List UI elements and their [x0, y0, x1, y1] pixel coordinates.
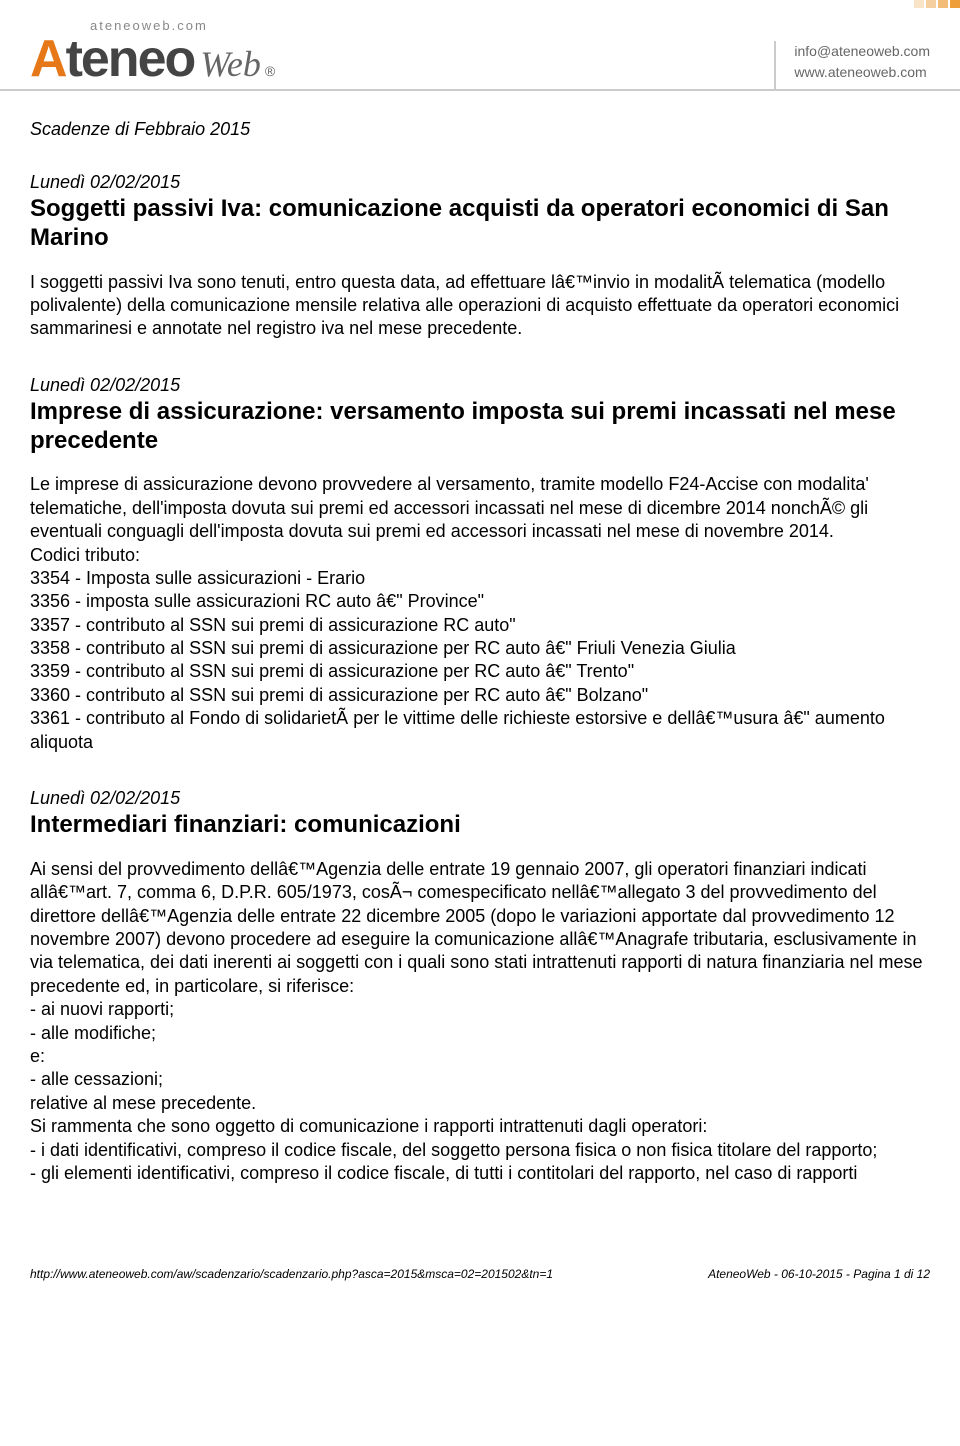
footer-pageinfo: AteneoWeb - 06-10-2015 - Pagina 1 di 12 [708, 1267, 930, 1281]
entry-body: Ai sensi del provvedimento dellâ€™Agenzi… [30, 858, 930, 1185]
entry: Lunedì 02/02/2015 Imprese di assicurazio… [30, 375, 930, 754]
logo-part-web: Web [200, 43, 261, 85]
color-bar [914, 0, 924, 8]
page-footer: http://www.ateneoweb.com/aw/scadenzario/… [0, 1259, 960, 1289]
contact-site: www.ateneoweb.com [794, 62, 930, 83]
decorative-color-bars [0, 0, 960, 8]
entry-title: Soggetti passivi Iva: comunicazione acqu… [30, 195, 930, 253]
contact-box: info@ateneoweb.com www.ateneoweb.com [774, 41, 930, 89]
entry-body: Le imprese di assicurazione devono provv… [30, 473, 930, 754]
entry: Lunedì 02/02/2015 Intermediari finanziar… [30, 788, 930, 1185]
entry: Lunedì 02/02/2015 Soggetti passivi Iva: … [30, 172, 930, 341]
entry-date: Lunedì 02/02/2015 [30, 172, 930, 193]
color-bar [926, 0, 936, 8]
logo-part-teneo: teneo [66, 29, 195, 89]
page-header: ateneoweb.com Ateneo Web ® info@ateneowe… [0, 8, 960, 91]
entry-title: Imprese di assicurazione: versamento imp… [30, 398, 930, 456]
entry-body: I soggetti passivi Iva sono tenuti, entr… [30, 271, 930, 341]
logo-registered-icon: ® [265, 63, 275, 79]
footer-url: http://www.ateneoweb.com/aw/scadenzario/… [30, 1267, 553, 1281]
entry-date: Lunedì 02/02/2015 [30, 375, 930, 396]
page-content: Scadenze di Febbraio 2015 Lunedì 02/02/2… [0, 99, 960, 1259]
logo-part-a: A [30, 29, 66, 89]
entry-date: Lunedì 02/02/2015 [30, 788, 930, 809]
logo-area: ateneoweb.com Ateneo Web ® [30, 18, 275, 89]
contact-email: info@ateneoweb.com [794, 41, 930, 62]
logo-main: Ateneo Web ® [30, 29, 275, 89]
color-bar [938, 0, 948, 8]
page-subtitle: Scadenze di Febbraio 2015 [30, 119, 930, 140]
color-bar [950, 0, 960, 8]
entry-title: Intermediari finanziari: comunicazioni [30, 811, 930, 840]
